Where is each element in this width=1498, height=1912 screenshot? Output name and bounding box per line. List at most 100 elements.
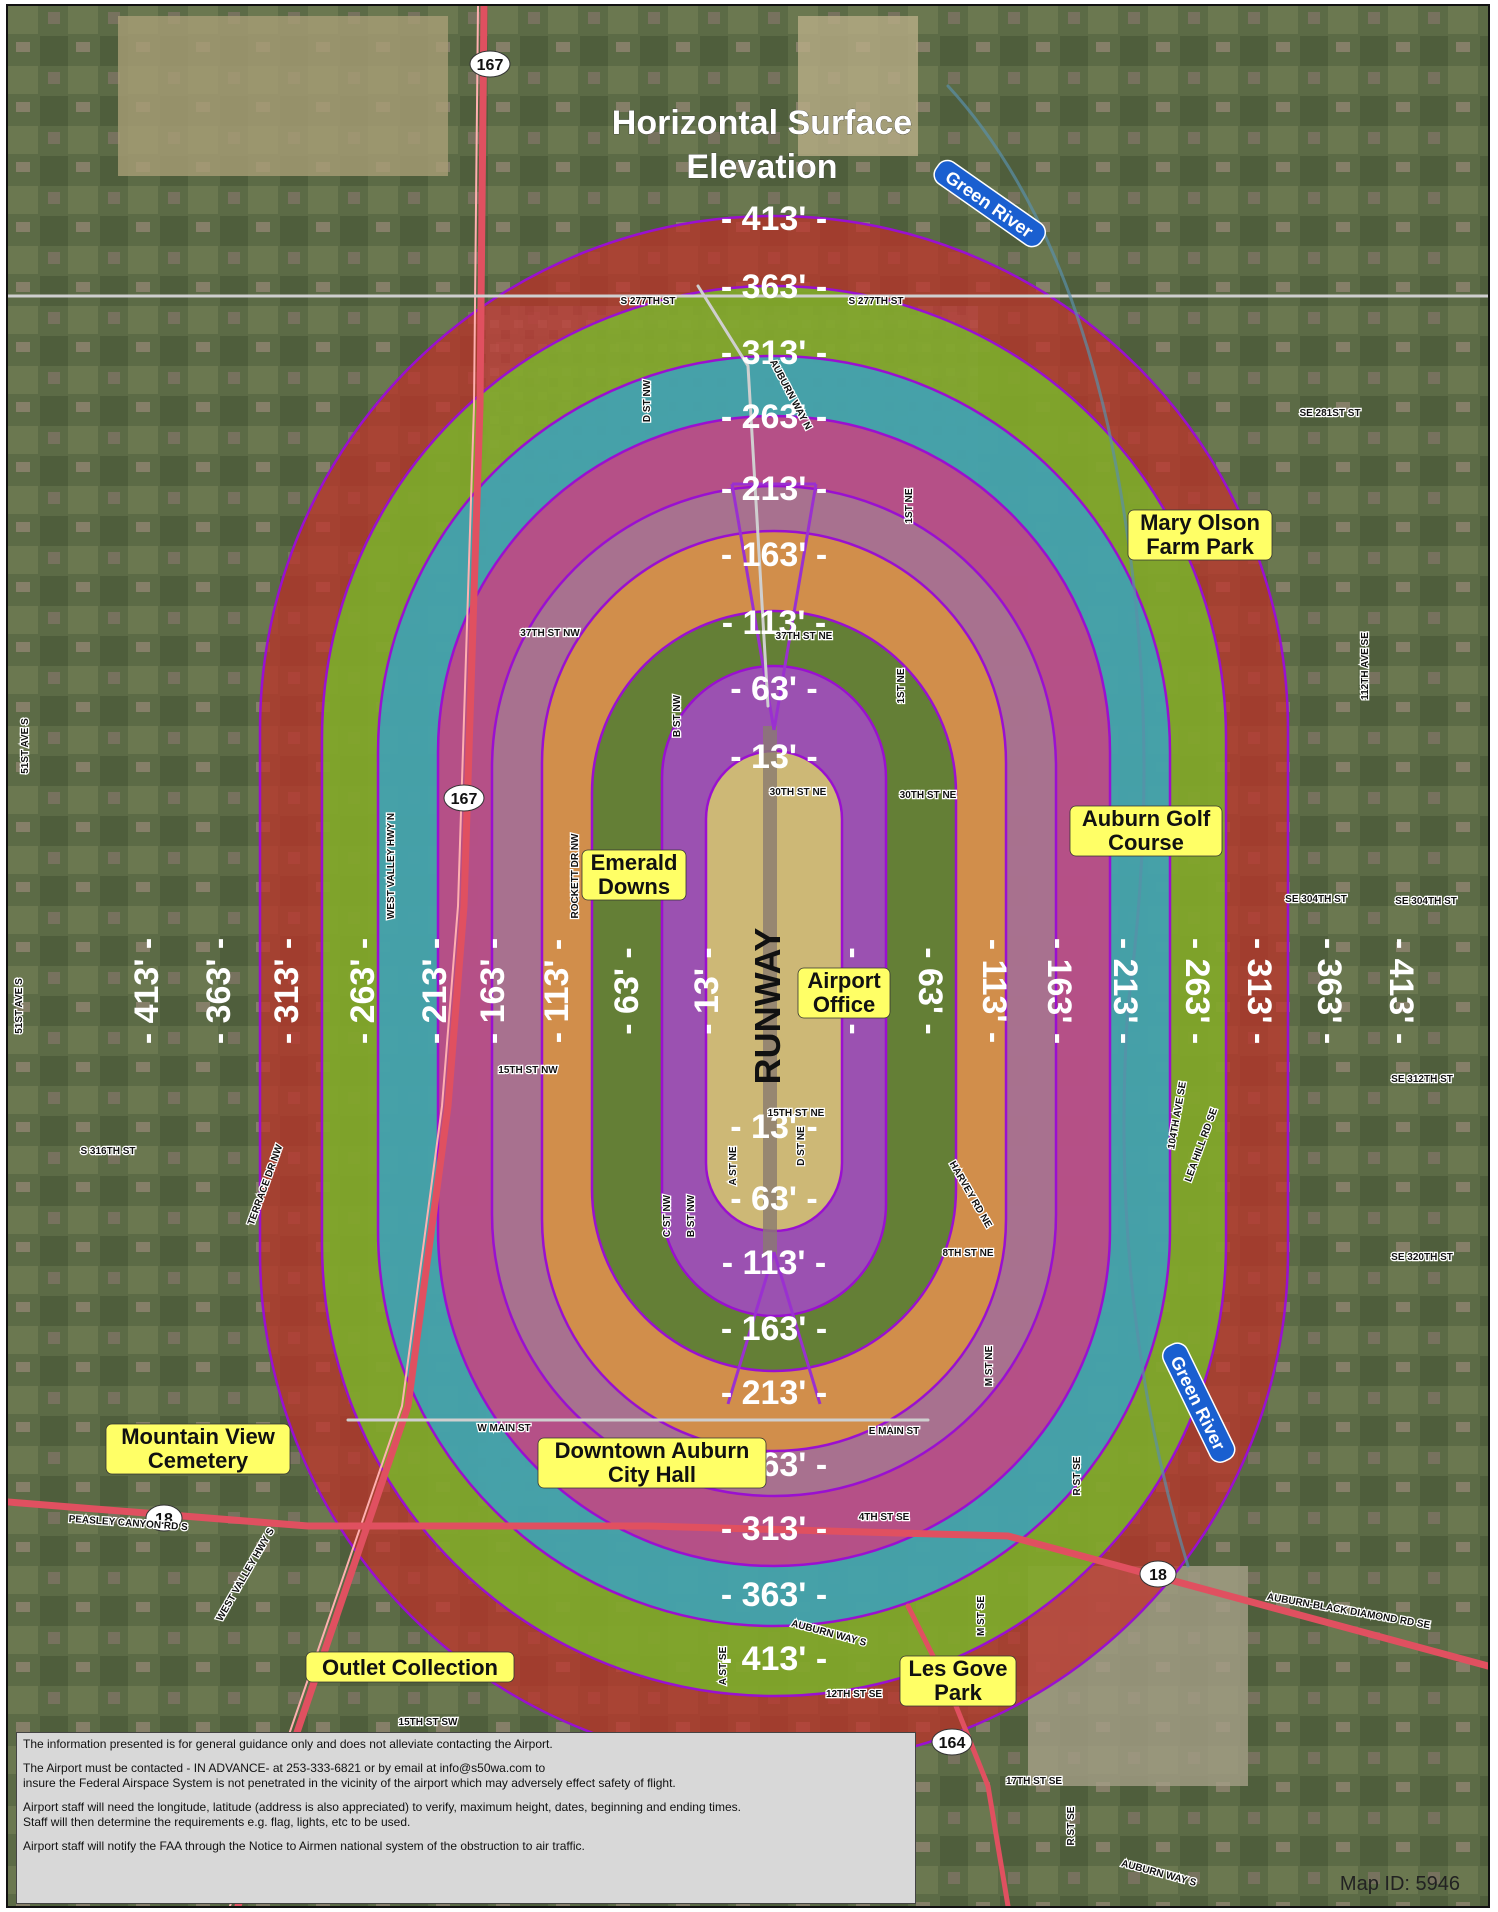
river-line xyxy=(946,84,1190,1568)
road-label-se304: SE 304TH ST xyxy=(1285,894,1347,905)
poi-auburn-golf-line2: Course xyxy=(1108,830,1184,855)
ring-label-top-8: - 413' - xyxy=(721,200,827,238)
poi-airport-office-line2: Office xyxy=(813,992,875,1017)
ring-label-left-7: - 363' - xyxy=(200,938,238,1044)
ring-label-right-6: - 313' - xyxy=(1240,938,1278,1044)
ring-label-left-2: - 113' - xyxy=(538,939,576,1043)
highways xyxy=(8,6,1488,1906)
ring-label-right-3: - 163' - xyxy=(1040,938,1078,1044)
road-label-b-st-nw: B ST NW xyxy=(672,694,683,737)
road-label-se304b: SE 304TH ST xyxy=(1395,896,1457,907)
ring-label-top-7: - 363' - xyxy=(721,268,827,306)
poi-auburn-golf[interactable]: Auburn Golf Course xyxy=(1069,805,1223,857)
map-canvas[interactable]: Horizontal Surface Elevation RUNWAY - 13… xyxy=(8,6,1490,1908)
road-label-c-st-nw: C ST NW xyxy=(662,1194,673,1237)
shield-18-west[interactable]: 18 xyxy=(145,1504,183,1532)
road-label-first-st-ne: 1ST NE xyxy=(904,488,915,523)
poi-downtown-auburn-line2: City Hall xyxy=(608,1462,696,1487)
shield-18-east[interactable]: 18 xyxy=(1139,1560,1177,1588)
ring-label-bottom-4: - 213' - xyxy=(721,1374,827,1412)
poi-mountain-view[interactable]: Mountain View Cemetery xyxy=(105,1423,291,1475)
ring-label-bottom-7: - 363' - xyxy=(721,1576,827,1614)
road-label-s15sw: 15TH ST SW xyxy=(399,1717,458,1728)
road-label-m-st-ne: M ST NE xyxy=(984,1345,995,1386)
poi-mary-olson[interactable]: Mary Olson Farm Park xyxy=(1127,509,1273,561)
poi-downtown-auburn-line1: Downtown Auburn xyxy=(555,1438,750,1463)
approach-lines xyxy=(726,482,822,1405)
road-label-se312: SE 312TH ST xyxy=(1391,1074,1453,1085)
auburn-way-road xyxy=(696,284,770,708)
runway[interactable] xyxy=(763,726,777,1256)
disclaimer-line-4: Airport staff will need the longitude, l… xyxy=(23,1800,741,1814)
sr167-road-2 xyxy=(229,6,479,1906)
ring-label-left-6: - 313' - xyxy=(268,938,306,1044)
shield-167-north[interactable]: 167 xyxy=(469,50,511,78)
poi-emerald-downs[interactable]: Emerald Downs xyxy=(581,849,687,901)
disclaimer-line-2: The Airport must be contacted - IN ADVAN… xyxy=(23,1761,546,1775)
shield-167-south[interactable]: 167 xyxy=(443,784,485,812)
ring-label-left-3: - 163' - xyxy=(474,938,512,1044)
road-label-se320: SE 320TH ST xyxy=(1391,1252,1453,1263)
poi-outlet-collection[interactable]: Outlet Collection xyxy=(305,1651,515,1683)
ring-label-bottom-6: - 313' - xyxy=(721,1510,827,1548)
ring-label-top-1: - 63' - xyxy=(730,670,817,708)
ring-label-left-0: - 13' - xyxy=(688,947,726,1034)
poi-les-gove-line2: Park xyxy=(934,1680,982,1705)
road-label-a-st-ne: A ST NE xyxy=(728,1146,739,1185)
road-label-s37: 37TH ST NW xyxy=(520,628,580,639)
poi-auburn-golf-line1: Auburn Golf xyxy=(1082,806,1211,831)
road-label-b-st-nw2: B ST NW xyxy=(686,1194,697,1237)
poi-les-gove[interactable]: Les Gove Park xyxy=(899,1655,1017,1707)
shield-164-text: 164 xyxy=(939,1735,966,1752)
road-label-r-st-se2: R ST SE xyxy=(1066,1806,1077,1845)
ring-label-bottom-2: - 113' - xyxy=(722,1244,826,1282)
ring-label-left-5: - 263' - xyxy=(344,938,382,1044)
road-label-s15ne: 15TH ST NE xyxy=(768,1108,825,1119)
ring-label-left-8: - 413' - xyxy=(128,938,166,1044)
poi-airport-office-line1: Airport xyxy=(807,968,881,993)
shield-167-south-text: 167 xyxy=(451,791,478,808)
road-label-w-main: W MAIN ST xyxy=(477,1423,530,1434)
road-label-s17se: 17TH ST SE xyxy=(1006,1776,1062,1787)
map-title-line1: Horizontal Surface xyxy=(612,104,912,142)
poi-mary-olson-line1: Mary Olson xyxy=(1140,510,1260,535)
road-label-s8ne: 8TH ST NE xyxy=(942,1248,993,1259)
ring-label-top-6: - 313' - xyxy=(721,334,827,372)
road-label-w-valley: WEST VALLEY HWY N xyxy=(386,813,397,919)
map-frame: Horizontal Surface Elevation RUNWAY - 13… xyxy=(6,4,1490,1908)
poi-mountain-view-line1: Mountain View xyxy=(121,1424,275,1449)
road-label-s4se: 4TH ST SE xyxy=(859,1512,910,1523)
poi-airport-office[interactable]: Airport Office xyxy=(797,967,891,1019)
road-label-first-st-ne2: 1ST NE xyxy=(896,668,907,703)
poi-downtown-auburn[interactable]: Downtown Auburn City Hall xyxy=(537,1437,767,1489)
ring-label-right-2: - 113' - xyxy=(975,939,1013,1043)
map-id: Map ID: 5946 xyxy=(1339,1873,1460,1895)
road-label-s15nw: 15TH ST NW xyxy=(498,1065,558,1076)
ring-label-bottom-3: - 163' - xyxy=(721,1310,827,1348)
shield-18-east-text: 18 xyxy=(1149,1567,1167,1584)
farm-fields xyxy=(118,16,448,176)
road-label-s51: 51ST AVE S xyxy=(20,718,31,774)
road-label-s30ne2: 30TH ST NE xyxy=(900,790,957,801)
ring-label-right-7: - 363' - xyxy=(1310,938,1348,1044)
ring-label-top-2: - 113' - xyxy=(722,604,826,642)
ring-label-top-4: - 213' - xyxy=(721,470,827,508)
road-label-s112: 112TH AVE SE xyxy=(1360,632,1371,700)
ring-label-left-1: - 63' - xyxy=(608,947,646,1034)
road-label-s316: S 316TH ST xyxy=(80,1146,135,1157)
poi-mountain-view-line2: Cemetery xyxy=(148,1448,249,1473)
ring-label-top-5: - 263' - xyxy=(721,398,827,436)
shield-164[interactable]: 164 xyxy=(931,1728,973,1756)
road-label-a-st-se: A ST SE xyxy=(718,1646,729,1685)
runway-label: RUNWAY xyxy=(747,928,788,1085)
ring-labels: - 13' -- 13' -- 13' -- 13' -- 63' -- 63'… xyxy=(128,200,1420,1678)
disclaimer-line-6: Airport staff will notify the FAA throug… xyxy=(23,1839,585,1853)
road-label-s277: S 277TH ST xyxy=(620,296,675,307)
ring-label-right-5: - 263' - xyxy=(1178,938,1216,1044)
road-label-d-st-nw: D ST NW xyxy=(642,379,653,422)
poi-emerald-downs-line2: Downs xyxy=(598,874,670,899)
road-label-s51b: 51ST AVE S xyxy=(14,978,25,1034)
poi-les-gove-line1: Les Gove xyxy=(908,1656,1007,1681)
map-title-line2: Elevation xyxy=(686,148,837,186)
ring-label-bottom-8: - 413' - xyxy=(721,1640,827,1678)
